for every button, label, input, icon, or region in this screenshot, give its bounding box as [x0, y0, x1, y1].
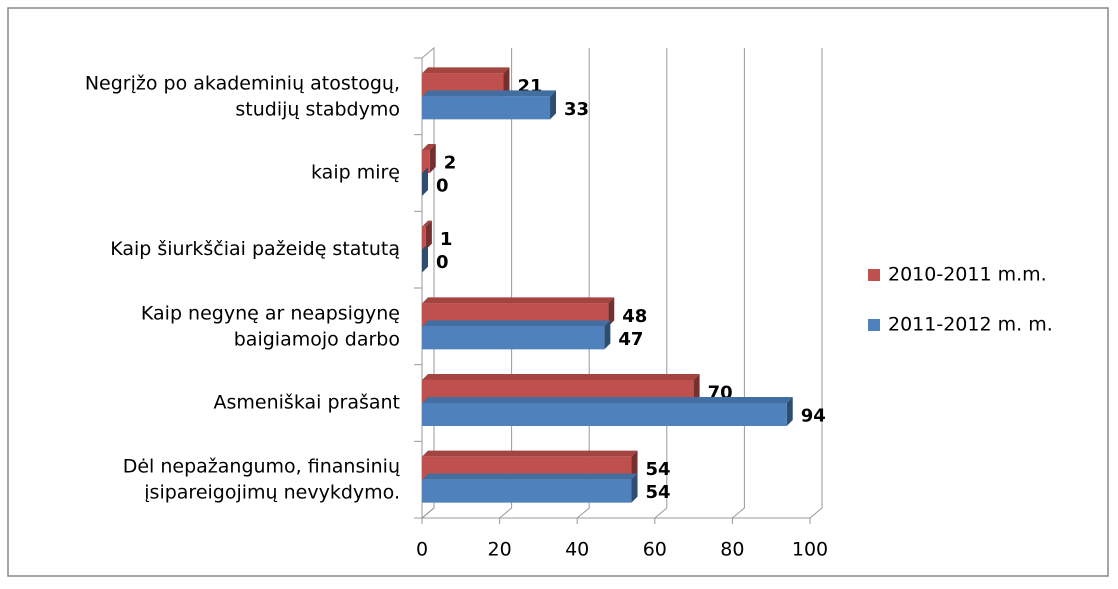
bar [422, 320, 611, 350]
y-tick-label: Dėl nepažangumo, finansinių įsipareigojim… [123, 455, 400, 503]
bar-side [550, 90, 557, 120]
y-tick-label: Kaip šiurkščiai pažeidę statutą [110, 238, 400, 260]
bar-front [422, 226, 426, 250]
bar-side [425, 220, 432, 250]
bar-side [503, 67, 510, 97]
bar-front [422, 479, 632, 503]
bar-top [422, 144, 436, 150]
legend-label: 2011-2012 m. m. [888, 314, 1053, 336]
data-label: 2 [444, 153, 457, 174]
bar-side [429, 144, 436, 173]
data-label: 0 [436, 176, 449, 197]
legend-swatch [868, 269, 880, 281]
bar [422, 397, 793, 426]
bar-front [422, 403, 787, 426]
y-tick-label: Kaip negynę ar neapsigynę baigiamojo darb… [141, 302, 400, 350]
legend-swatch [868, 319, 880, 331]
data-label: 1 [440, 229, 453, 250]
data-label: 33 [564, 99, 589, 120]
bar-top [422, 297, 615, 304]
x-tick-label: 20 [488, 539, 512, 561]
bar-top [422, 320, 611, 327]
grid-line [732, 48, 745, 519]
x-tick-label: 40 [565, 539, 589, 561]
data-label: 54 [646, 482, 671, 503]
bar-top [422, 450, 638, 457]
grid-line [421, 48, 435, 519]
bar-front [422, 150, 430, 173]
bar [422, 144, 436, 173]
y-tick-label: Negrįžo po akademinių atostogų, studijų s… [85, 72, 400, 120]
x-tick-label: 100 [792, 539, 828, 561]
y-tick-label: Asmeniškai prašant [214, 392, 401, 414]
data-label: 47 [618, 329, 643, 350]
x-tick-label: 0 [416, 539, 428, 561]
bar-side [693, 374, 700, 403]
bar-top [422, 220, 432, 227]
bar [422, 167, 428, 196]
bar-side [422, 243, 428, 273]
bar-top [422, 90, 557, 97]
y-tick-label: kaip mirę [311, 162, 400, 184]
data-label: 0 [436, 252, 449, 273]
bar-front [422, 96, 551, 120]
bar [422, 90, 557, 120]
grid-line [809, 48, 823, 519]
bar-side [608, 297, 615, 327]
x-tick-label: 80 [720, 539, 744, 561]
data-label: 94 [801, 406, 826, 427]
bar-side [604, 320, 611, 350]
bar-front [422, 326, 605, 350]
bar-top [422, 397, 793, 403]
bar [422, 243, 428, 273]
bar [422, 473, 638, 503]
grid-line [576, 48, 590, 519]
legend-label: 2010-2011 m.m. [888, 264, 1047, 286]
bar [422, 220, 432, 250]
bar-side [786, 397, 793, 426]
data-label: 48 [622, 306, 647, 327]
bar-side [631, 473, 638, 503]
bar-side [631, 450, 638, 480]
grid-line [654, 48, 668, 519]
bar-top [422, 473, 638, 480]
bar-side [422, 167, 428, 196]
bar-top [422, 67, 510, 74]
grid-line [499, 48, 513, 519]
data-label: 54 [646, 459, 671, 480]
bar-top [422, 374, 700, 380]
x-tick-label: 60 [643, 539, 667, 561]
